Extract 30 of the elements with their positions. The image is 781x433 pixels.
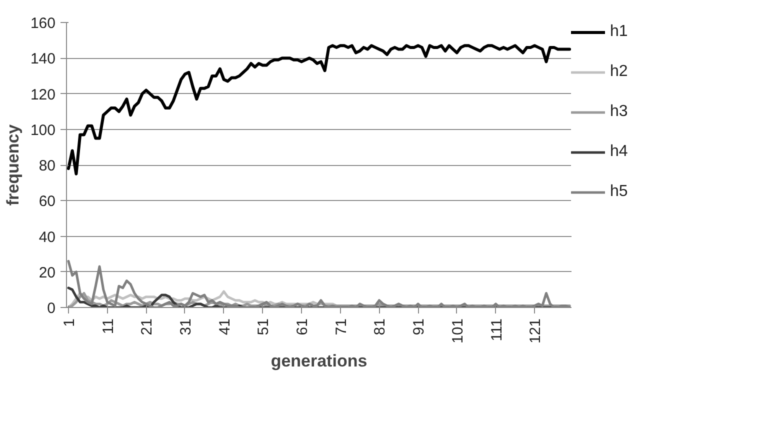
x-tick-label: 31 — [177, 318, 194, 336]
x-tick-label: 1 — [60, 318, 78, 327]
y-tick-label: 40 — [38, 228, 56, 246]
y-tick-label: 140 — [30, 50, 56, 68]
legend-label: h2 — [610, 63, 629, 81]
x-axis-title: generations — [270, 352, 368, 371]
y-tick-label: 0 — [47, 300, 56, 317]
legend-label: h3 — [610, 103, 629, 121]
legend-label: h1 — [610, 23, 629, 41]
line-series — [66, 44, 572, 176]
x-tick-label: 11 — [100, 318, 117, 334]
x-tick-label: 41 — [216, 318, 234, 336]
x-tick-label: 111 — [488, 318, 506, 342]
y-tick-label: 160 — [30, 15, 56, 32]
y-tick-label: 100 — [30, 122, 56, 139]
x-tick-label: 21 — [138, 318, 156, 336]
x-tick-label: 101 — [449, 318, 466, 344]
x-tick-label: 81 — [372, 318, 389, 336]
y-tick-label: 60 — [38, 193, 56, 210]
y-tick-label: 20 — [38, 264, 56, 282]
legend-label: h4 — [610, 143, 629, 161]
y-tick-label: 120 — [30, 86, 56, 104]
y-tick-label: 80 — [38, 158, 56, 174]
x-tick-label: 71 — [332, 318, 350, 336]
x-tick-label: 91 — [410, 318, 428, 336]
x-tick-label: 121 — [527, 318, 544, 344]
y-axis-title: frequency — [3, 124, 22, 206]
x-tick-label: 51 — [255, 318, 272, 336]
legend-label: h5 — [610, 183, 629, 201]
x-tick-label: 61 — [294, 318, 312, 336]
